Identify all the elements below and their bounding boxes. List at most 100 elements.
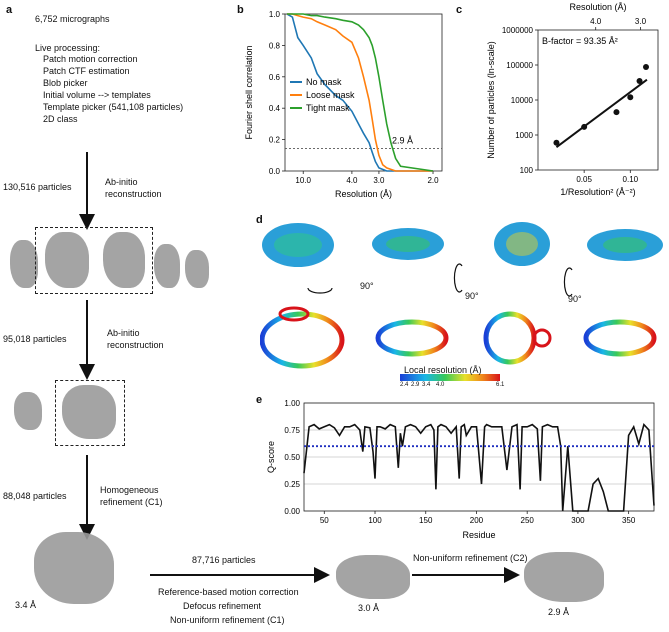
x-tick-label: 200: [470, 516, 484, 525]
panel-label-d: d: [256, 214, 263, 226]
rotate-arrow: [563, 267, 573, 297]
y-tick-label: 1.00: [284, 399, 300, 408]
selected-class-box: [55, 380, 125, 446]
y-axis-label: Number of particles (ln-scale): [486, 41, 496, 159]
fsc-series-line: [287, 13, 433, 172]
class-map: [10, 240, 38, 288]
y-tick-label: 100: [520, 166, 534, 175]
qscore-series-line: [303, 422, 655, 512]
live-step: Template picker (541,108 particles): [43, 102, 184, 112]
x-tick-label: 10.0: [295, 176, 311, 185]
fsc-series-line: [287, 13, 434, 172]
x-tick-label: 3.0: [373, 176, 385, 185]
y-tick-label: 1000: [515, 131, 533, 140]
y-tick-label: 1000000: [502, 26, 534, 35]
x-tick-label: 350: [622, 516, 636, 525]
panel-label-c: c: [456, 4, 463, 16]
colorbar-tick: 4.0: [436, 382, 445, 388]
x-tick-label: 100: [368, 516, 382, 525]
refined-map-c2: [524, 552, 604, 602]
bfactor-point: [613, 109, 620, 116]
micrographs-text: 6,752 micrographs: [35, 14, 110, 24]
bfactor-chart: 100 1000 10000 100000 1000000 0.05 0.10 4.0 3.0 R…: [486, 2, 659, 197]
x-axis-label: Residue: [462, 530, 495, 540]
ribbon-view-front: [260, 311, 345, 369]
live-step: Blob picker: [43, 78, 88, 88]
selected-classes-box: [35, 227, 153, 294]
y-tick-label: 1.0: [269, 10, 281, 19]
rotation-label: 90°: [568, 294, 582, 304]
x-axis-label: Resolution (Å): [335, 189, 392, 199]
y-tick-label: 0.00: [284, 507, 300, 516]
step1-method: reconstruction: [105, 189, 162, 199]
plot-frame: [537, 29, 659, 171]
x-tick-label: 0.05: [576, 175, 592, 184]
x-tick-label: 150: [419, 516, 433, 525]
rotate-arrow: [307, 287, 333, 294]
class-map: [154, 244, 180, 288]
legend-label: No mask: [306, 77, 342, 87]
bfactor-point: [627, 94, 634, 101]
step2-particles: 95,018 particles: [3, 334, 67, 344]
class-map: [185, 250, 209, 288]
y-tick-label: 0.4: [269, 104, 281, 113]
colorbar-tick: 3.4: [422, 382, 431, 388]
bfactor-fit-line: [555, 78, 648, 148]
step4-particles: 87,716 particles: [192, 555, 256, 565]
class-map: [62, 385, 116, 439]
x-tick-label: 4.0: [346, 176, 358, 185]
colorbar-tick: 2.9: [411, 382, 420, 388]
ribbon-view-side: [483, 311, 537, 365]
ribbon-view-back: [583, 319, 657, 357]
top-tick-label: 4.0: [590, 17, 602, 26]
y-tick-label: 100000: [506, 61, 533, 70]
y-axis-label: Fourier shell correlation: [244, 45, 254, 139]
live-step: Initial volume --> templates: [43, 90, 151, 100]
top-axis-label: Resolution (Å): [569, 2, 626, 12]
step3-method: Homogeneous: [100, 485, 159, 495]
x-tick-label: 0.10: [623, 175, 639, 184]
bfactor-point: [636, 77, 643, 84]
x-tick-label: 2.0: [427, 176, 439, 185]
y-tick-label: 0.50: [284, 453, 300, 462]
step2-method: Ab-initio: [107, 328, 140, 338]
x-tick-label: 300: [571, 516, 585, 525]
local-resolution-structures: [260, 222, 663, 381]
step4-method: Reference-based motion correction: [158, 587, 299, 597]
map2-resolution: 3.0 Å: [358, 603, 380, 613]
fsc-series-line: [286, 13, 433, 172]
y-tick-label: 0.8: [269, 41, 281, 50]
plot-frame: [303, 402, 655, 512]
y-tick-label: 0.25: [284, 480, 300, 489]
x-tick-label: 250: [521, 516, 535, 525]
x-axis-label: 1/Resolution² (Å⁻²): [560, 187, 635, 197]
legend-label: Tight mask: [306, 103, 350, 113]
step3-particles: 88,048 particles: [3, 491, 67, 501]
class-map: [45, 232, 89, 288]
bfactor-point: [581, 123, 588, 130]
live-processing-title: Live processing:: [35, 43, 101, 53]
live-step: Patch CTF estimation: [43, 66, 130, 76]
colorbar-tick: 6.1: [496, 382, 505, 388]
refined-map-c1: [34, 532, 114, 604]
rotation-label: 90°: [465, 291, 479, 301]
y-tick-label: 10000: [511, 96, 534, 105]
class-map: [103, 232, 145, 288]
step3-method: refinement (C1): [100, 497, 163, 507]
panel-label-b: b: [237, 4, 244, 16]
step1-method: Ab-initio: [105, 177, 138, 187]
live-step: 2D class: [43, 114, 78, 124]
map3-resolution: 2.9 Å: [548, 607, 570, 617]
y-axis-label: Q-score: [266, 441, 276, 473]
legend-label: Loose mask: [306, 90, 355, 100]
y-tick-label: 0.0: [269, 167, 281, 176]
qscore-chart: 0.00 0.25 0.50 0.75 1.00 50 100 150 200 250 300 350…: [266, 399, 655, 540]
step4-method: Non-uniform refinement (C1): [170, 615, 285, 625]
step1-particles: 130,516 particles: [3, 182, 72, 192]
panel-label-a: a: [6, 4, 13, 16]
step2-method: reconstruction: [107, 340, 164, 350]
local-resolution-colorbar: [400, 374, 500, 381]
map1-resolution: 3.4 Å: [15, 600, 37, 610]
fsc-chart: 0.0 0.2 0.4 0.6 0.8 1.0 10.0 4.0 3.0 2.0 Resolutio…: [244, 10, 443, 199]
